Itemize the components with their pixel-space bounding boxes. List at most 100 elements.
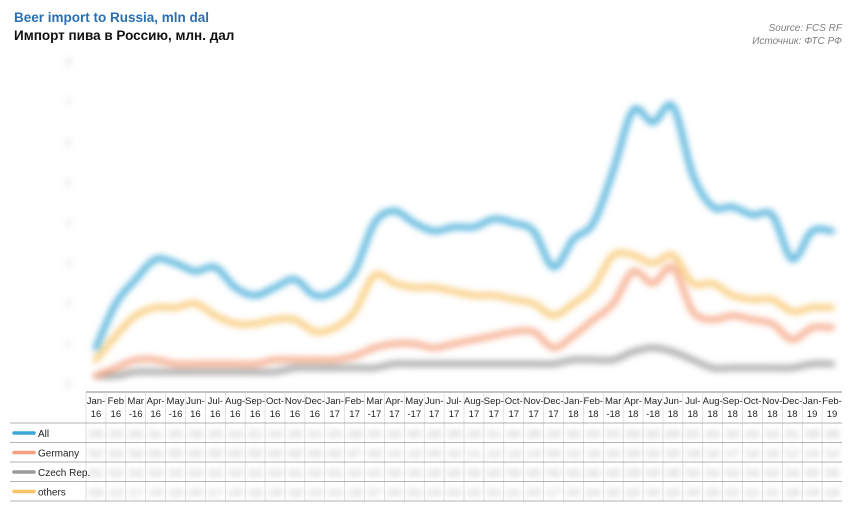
table-cell: 1.7 <box>547 488 560 498</box>
x-tick-label-line2: 16 <box>290 409 301 420</box>
table-cell: 1.0 <box>388 449 401 459</box>
table-cell: 1.2 <box>488 449 501 459</box>
table-cell: 2.4 <box>587 488 600 498</box>
plot-area: 0 1 2 3 4 5 6 7 8 <box>66 57 836 389</box>
x-tick-label: Jul- <box>446 396 461 407</box>
x-tick-label: Aug- <box>225 396 245 407</box>
x-tick-label-line2: -16 <box>129 409 143 420</box>
table-cell: 2.4 <box>408 488 421 498</box>
series-line-germany <box>92 263 836 379</box>
table-cell: 0.2 <box>110 468 123 478</box>
x-tick-label: Jan- <box>564 396 582 407</box>
table-cell: 2.8 <box>189 429 202 439</box>
table-cell: 1.2 <box>567 449 580 459</box>
table-cell: 3.9 <box>468 429 481 439</box>
table-cell: 3.8 <box>428 429 441 439</box>
x-tick-label-line2: 17 <box>329 409 340 420</box>
x-tick-label-line2: 17 <box>389 409 400 420</box>
table-cell: 0.6 <box>567 468 580 478</box>
x-tick-label-line2: 16 <box>111 409 122 420</box>
table-cell: 4.3 <box>388 429 401 439</box>
chart-title: Beer import to Russia, mln dal <box>14 10 210 25</box>
x-tick-label: Nov- <box>524 396 544 407</box>
table-cell: 2.6 <box>289 429 302 439</box>
table-cell: 3.1 <box>786 429 799 439</box>
x-tick-label: Jun- <box>425 396 443 407</box>
table-values-blurred: 0.9 2.0 2.6 3.1 3.0 2.8 2.9 2.4 2.2 2.4 2.6 2.2 2.3 2… <box>90 429 839 498</box>
table-cell: 2.6 <box>129 429 142 439</box>
table-cell: 0.6 <box>289 449 302 459</box>
table-cell: 2.2 <box>309 429 322 439</box>
legend-label: Czech Rep. <box>38 468 90 479</box>
table-cell: 0.9 <box>647 468 660 478</box>
table-cell: 1.9 <box>149 488 162 498</box>
x-tick-label: Apr- <box>385 396 403 407</box>
table-cell: 5.3 <box>607 429 620 439</box>
table-cell: 2.0 <box>607 449 620 459</box>
table-cell: 0.2 <box>90 449 103 459</box>
table-cell: 0.6 <box>687 468 700 478</box>
table-cell: 0.5 <box>547 468 560 478</box>
table-cell: 0.9 <box>547 449 560 459</box>
table-cell: 1.0 <box>408 449 421 459</box>
table-cell: 1.5 <box>249 488 262 498</box>
table-cell: 0.3 <box>249 468 262 478</box>
x-tick-label: Nov- <box>762 396 782 407</box>
table-cell: 2.4 <box>269 429 282 439</box>
x-tick-label-line2: 17 <box>469 409 480 420</box>
x-tick-label: Aug- <box>703 396 723 407</box>
table-cell: 2.5 <box>706 488 719 498</box>
table-cell: 2.3 <box>328 429 341 439</box>
table-cell: 2.7 <box>368 488 381 498</box>
table-cell: 3.2 <box>667 488 680 498</box>
x-tick-label: Jun- <box>186 396 204 407</box>
y-tick-label: 1 <box>66 339 71 349</box>
table-cell: 2.5 <box>687 488 700 498</box>
x-tick-label-line2: 16 <box>270 409 281 420</box>
x-tick-label-line2: 18 <box>707 409 718 420</box>
x-tick-label: Oct- <box>505 396 523 407</box>
table-cell: 2.2 <box>726 488 739 498</box>
x-tick-label-line2: -18 <box>606 409 620 420</box>
table-cell: 4.4 <box>726 429 739 439</box>
table-cell: 0.5 <box>388 468 401 478</box>
table-cell: 0.8 <box>667 468 680 478</box>
table-cell: 1.4 <box>806 449 819 459</box>
table-cell: 0.6 <box>607 468 620 478</box>
x-tick-label: Apr- <box>147 396 165 407</box>
table-cell: 2.9 <box>209 429 222 439</box>
table-cell: 0.5 <box>507 468 520 478</box>
table-cell: 4.0 <box>507 429 520 439</box>
x-tick-label: May <box>167 396 185 407</box>
table-cell: 0.5 <box>189 449 202 459</box>
table-cell: 2.0 <box>110 429 123 439</box>
x-tick-label: Jan- <box>803 396 821 407</box>
table-cell: 0.4 <box>368 468 381 478</box>
table-cell: 4.2 <box>766 429 779 439</box>
table-cell: 0.4 <box>309 468 322 478</box>
table-cell: 0.5 <box>826 468 839 478</box>
table-cell: 0.5 <box>527 468 540 478</box>
table-cell: 0.5 <box>209 449 222 459</box>
table-cell: 2.1 <box>507 488 520 498</box>
table-cell: 2.9 <box>547 429 560 439</box>
x-tick-label: Jun- <box>664 396 682 407</box>
table-cell: 6.8 <box>627 429 640 439</box>
table-cell: 6.5 <box>647 429 660 439</box>
table-cell: 0.5 <box>806 468 819 478</box>
table-cell: 2.4 <box>428 488 441 498</box>
table-cell: 1.6 <box>587 449 600 459</box>
x-tick-label-line2: 17 <box>508 409 519 420</box>
x-tick-label: Feb- <box>822 396 842 407</box>
x-tick-label-line2: 19 <box>827 409 838 420</box>
x-tick-label-line2: 17 <box>528 409 539 420</box>
table-cell: 0.6 <box>90 488 103 498</box>
table-cell: 0.5 <box>448 468 461 478</box>
table-cell: 1.9 <box>806 488 819 498</box>
table-cell: 0.5 <box>468 468 481 478</box>
table-cell: 0.6 <box>149 449 162 459</box>
x-tick-label: Oct- <box>743 396 761 407</box>
x-tick-label: May <box>405 396 423 407</box>
table-cell: 3.6 <box>567 429 580 439</box>
table-cell: 0.5 <box>408 468 421 478</box>
